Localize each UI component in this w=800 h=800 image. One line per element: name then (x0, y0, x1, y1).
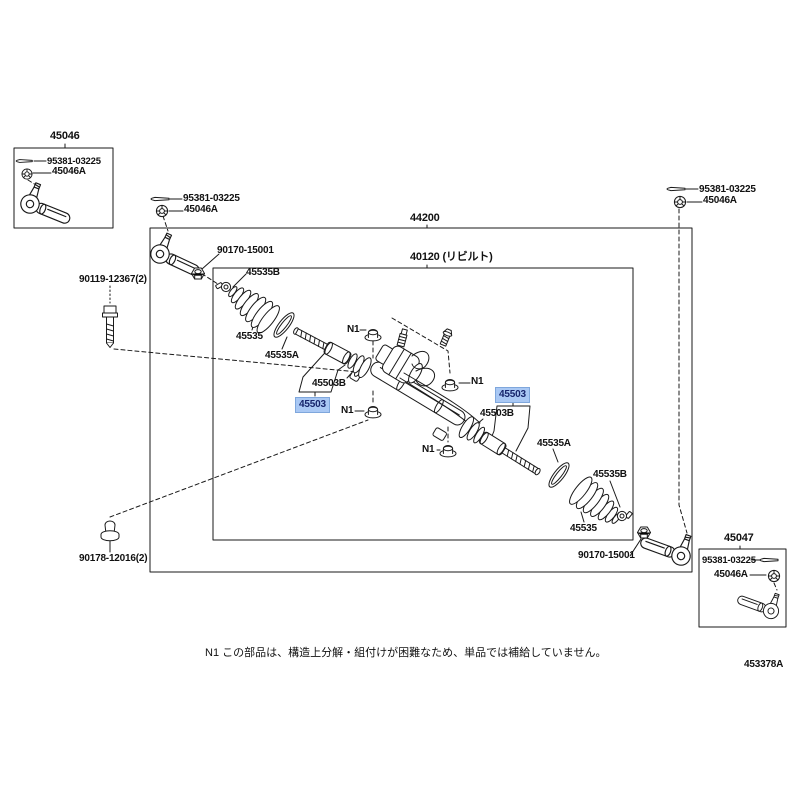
part-label-45535B-left: 45535B (246, 267, 280, 278)
part-label-45047-title: 45047 (724, 532, 754, 544)
lock-nut-icon-left (191, 267, 205, 280)
part-label-90170-left: 90170-15001 (217, 245, 274, 256)
clip-pin-icon-top-left (15, 159, 33, 163)
castle-nut-icon-top-left (21, 168, 33, 180)
part-label-90178: 90178-12016(2) (79, 553, 148, 564)
inner-tie-rod-right (458, 416, 541, 476)
part-label-45046A-bottom-right: 45046A (714, 569, 748, 580)
part-label-45535A-left: 45535A (265, 350, 299, 361)
part-label-95381-top-left: 95381-03225 (47, 156, 101, 167)
part-label-40120-rebuilt: 40120 (リビルト) (410, 251, 493, 263)
clip-pin-icon-bottom-right (759, 557, 779, 563)
part-label-45046A-mid-left: 45046A (184, 204, 218, 215)
part-label-45535A-right: 45535A (537, 438, 571, 449)
grommet-icon-1 (364, 329, 382, 342)
boot-clamp-ring-right (545, 459, 573, 491)
part-label-45503-left-highlighted[interactable]: 45503 (295, 397, 330, 413)
note-marker-n1-2: N1 (471, 376, 484, 387)
bracket-bolt-drawing (102, 305, 118, 348)
grommet-icon-2 (441, 379, 459, 392)
outer-assembly-box (149, 227, 693, 573)
part-label-44200: 44200 (410, 212, 440, 224)
part-label-90119: 90119-12367(2) (79, 274, 147, 285)
leader-lines-solid (32, 160, 767, 576)
part-label-90170-right: 90170-15001 (578, 550, 635, 561)
grommet-icon-3 (364, 406, 382, 419)
part-label-45503B-left: 45503B (312, 378, 346, 389)
clip-pin-icon-top-right (666, 186, 686, 192)
tie-rod-end-drawing-bottom-right-box (734, 581, 785, 622)
part-label-45503B-right: 45503B (480, 408, 514, 419)
drawing-number: 453378A (744, 659, 784, 670)
castle-nut-icon-bottom-right (767, 569, 781, 583)
part-label-95381-bottom-right: 95381-03225 (702, 555, 756, 566)
pinion-stud (439, 328, 453, 347)
castle-nut-icon-mid-left (155, 204, 169, 218)
rebuilt-assembly-box (212, 267, 634, 541)
group-boxes (13, 143, 787, 628)
part-label-45046A-top-right: 45046A (703, 195, 737, 206)
part-label-95381-top-right: 95381-03225 (699, 184, 756, 195)
tie-rod-left-box (13, 147, 114, 229)
steering-gear-housing-drawing (349, 328, 481, 441)
part-label-45046A-top-left: 45046A (52, 166, 86, 177)
note-marker-n1-4: N1 (422, 444, 435, 455)
part-label-45046-title: 45046 (50, 130, 80, 142)
part-label-95381-mid-left: 95381-03225 (183, 193, 240, 204)
part-label-45503-right-highlighted[interactable]: 45503 (495, 387, 530, 403)
leader-lines-dashed (27, 179, 778, 591)
input-shaft (396, 328, 408, 348)
note-marker-n1-1: N1 (347, 324, 360, 335)
tie-rod-end-drawing-top-left-box (17, 179, 79, 230)
part-label-45535B-right: 45535B (593, 469, 627, 480)
castle-nut-icon-top-right (673, 195, 687, 209)
clip-pin-icon-mid-left (150, 196, 170, 202)
part-label-45535-left: 45535 (236, 331, 263, 342)
lock-nut-icon-right (637, 526, 651, 539)
part-label-45535-right: 45535 (570, 523, 597, 534)
note-marker-n1-3: N1 (341, 405, 354, 416)
flange-nut-drawing (100, 520, 120, 542)
footnote-n1: N1 この部品は、構造上分解・組付けが困難なため、単品では補給していません。 (205, 647, 607, 659)
boot-clamp-icon-left (214, 281, 232, 293)
grommet-icon-4 (439, 445, 457, 458)
inner-tie-rod-left (293, 327, 372, 379)
boot-clamp-icon-right (615, 507, 635, 523)
tie-rod-right-box (698, 548, 787, 628)
